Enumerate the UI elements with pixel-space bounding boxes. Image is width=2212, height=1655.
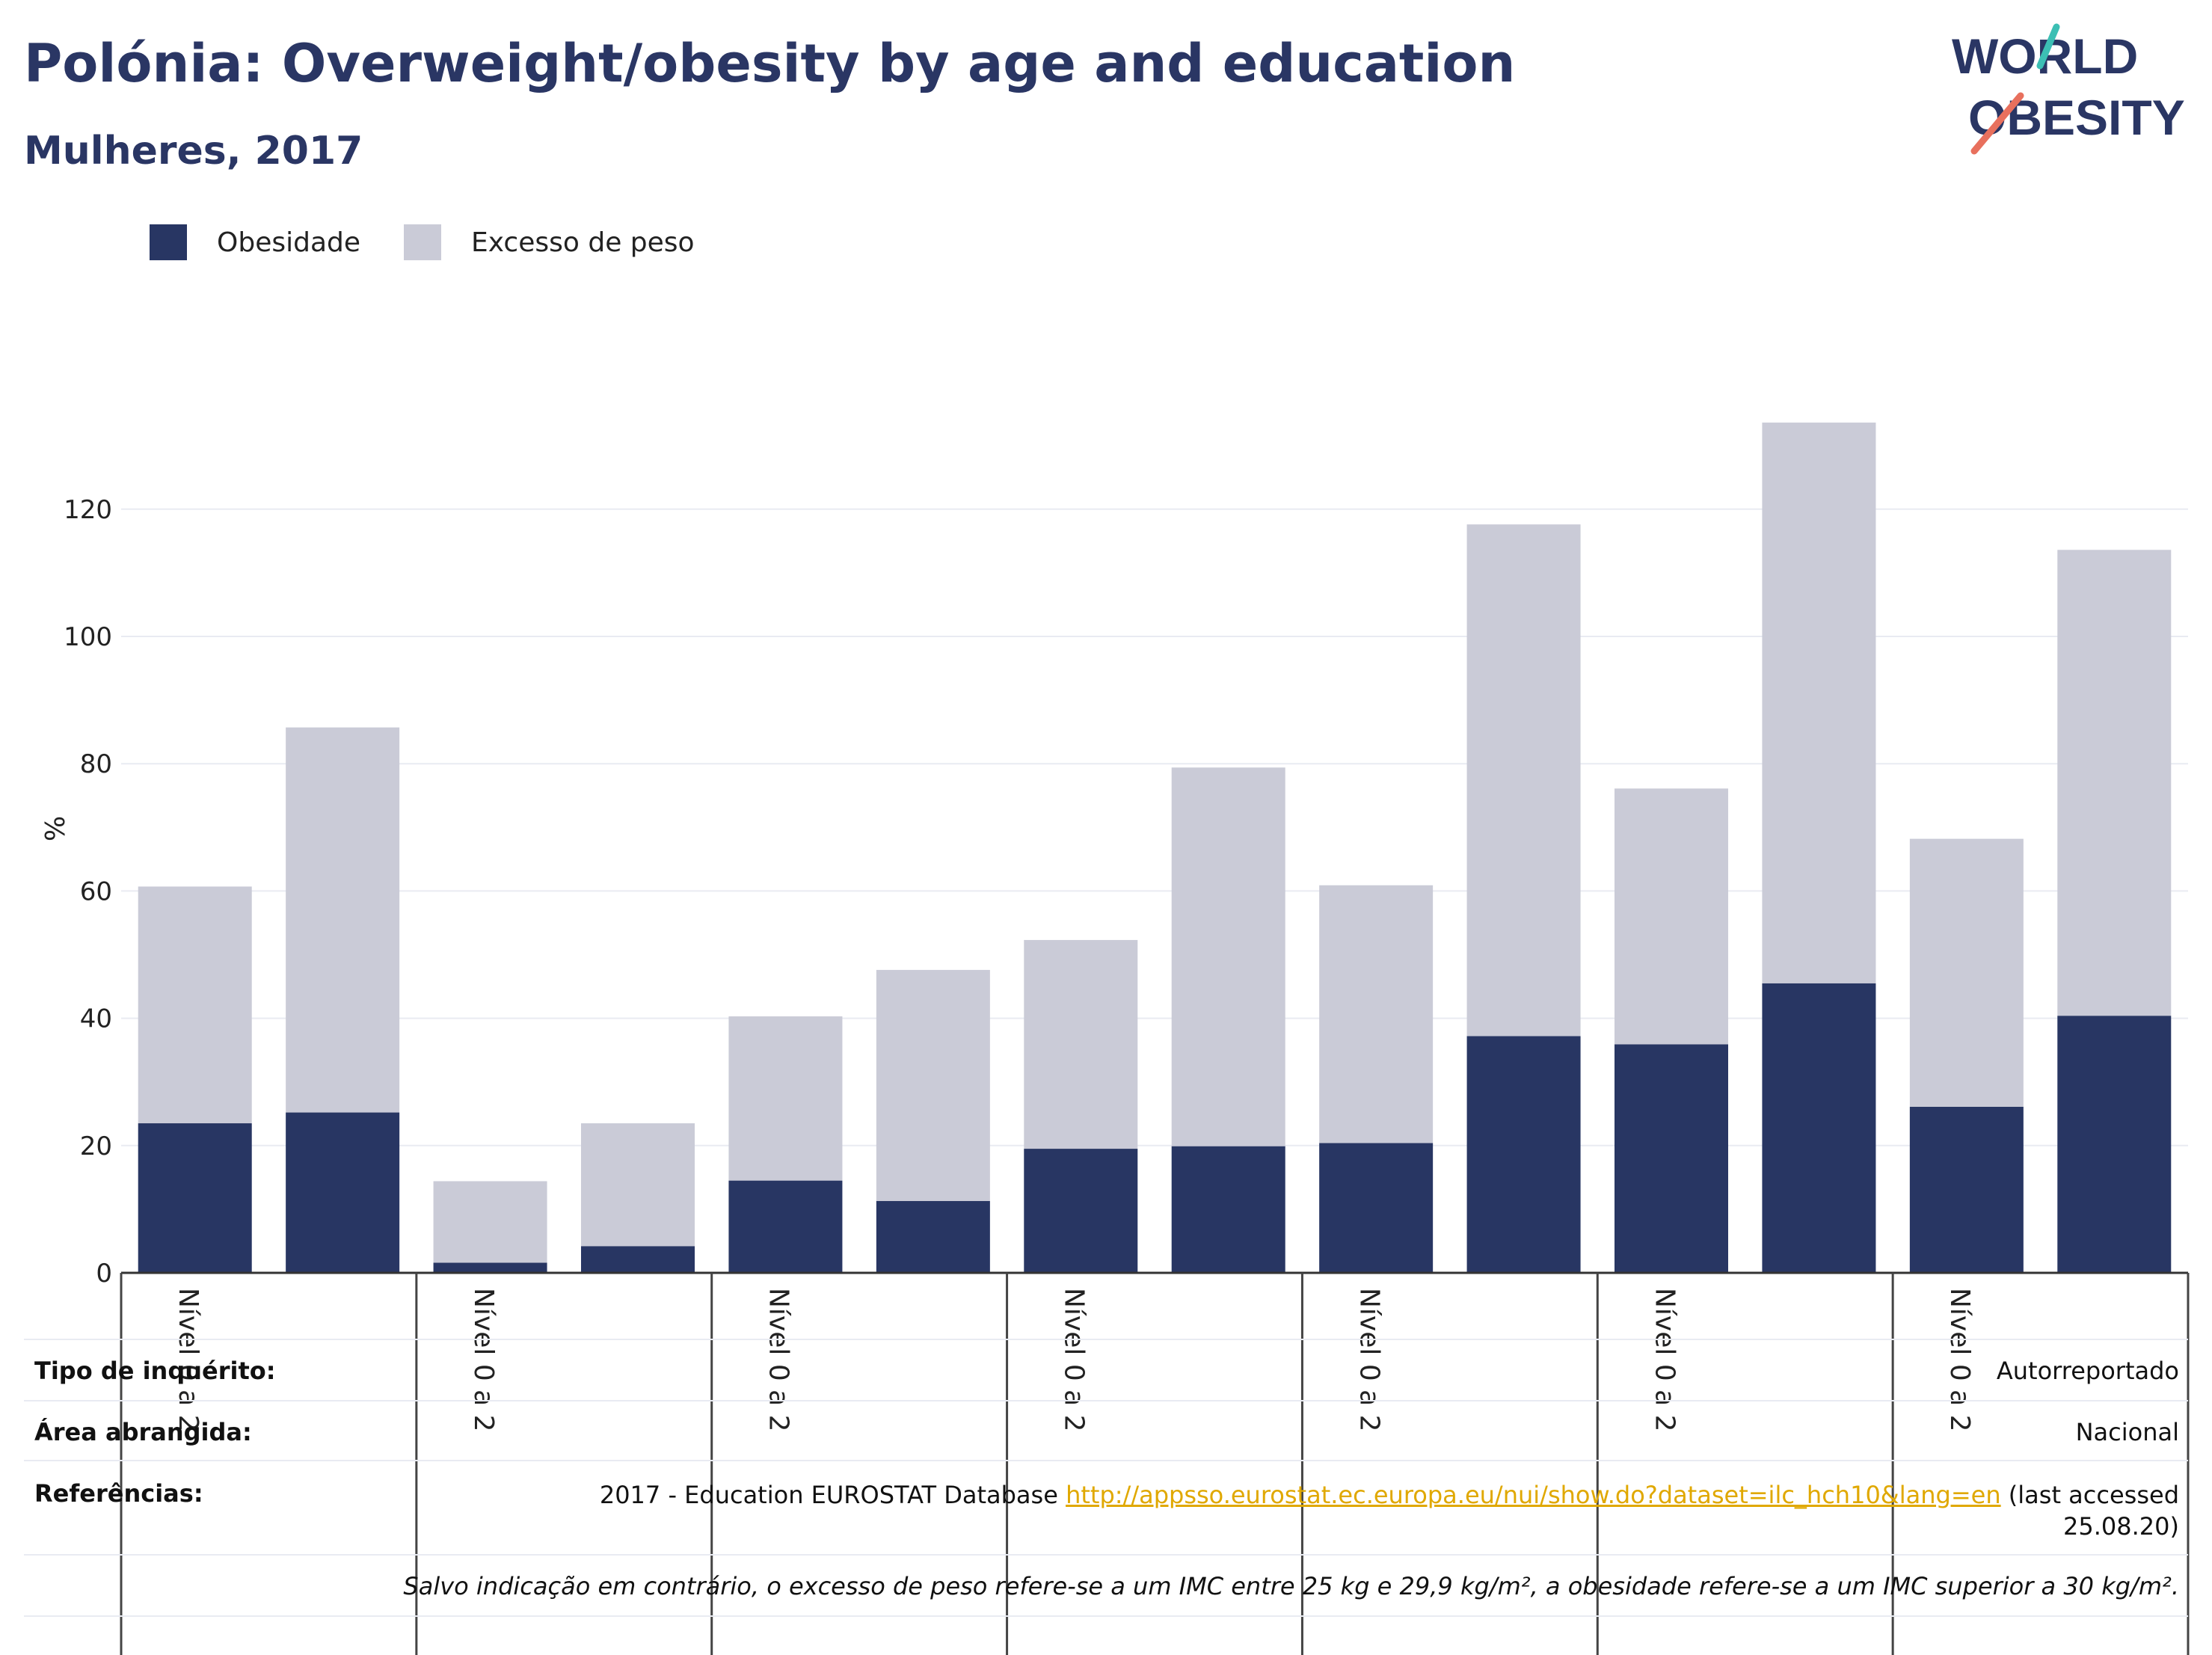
bar-obesity: [1024, 1149, 1138, 1273]
bar-obesity: [2057, 1016, 2172, 1273]
coverage-area-value: Nacional: [2075, 1418, 2179, 1446]
bar-overweight: [1909, 838, 2024, 1107]
x-group-label: Nível 0 a 2: [1059, 1288, 1090, 1432]
y-tick-label: 120: [64, 495, 112, 525]
bar-obesity: [1615, 1044, 1728, 1273]
y-tick-label: 40: [80, 1004, 112, 1034]
legend-swatch-overweight: [404, 224, 442, 260]
bar-overweight: [1171, 767, 1285, 1146]
logo-accent-coral: [1970, 92, 2024, 155]
bar-obesity: [286, 1112, 400, 1273]
survey-type-label: Tipo de inquérito:: [34, 1357, 276, 1385]
bar-overweight: [138, 886, 252, 1124]
coverage-area-label: Área abrangida:: [34, 1418, 252, 1446]
bar-overweight: [286, 727, 400, 1113]
logo-accent-teal: [2036, 23, 2060, 70]
references-accessed: (last accessed 25.08.20): [2008, 1481, 2179, 1541]
bar-overweight: [1466, 524, 1581, 1037]
bar-obesity: [728, 1180, 843, 1273]
chart-title: Polónia: Overweight/obesity by age and e…: [24, 33, 1516, 94]
y-axis-label: %: [38, 816, 69, 841]
bar-obesity: [1171, 1146, 1285, 1273]
legend-label-obesity: Obesidade: [217, 227, 361, 258]
bar-overweight: [2057, 550, 2172, 1016]
x-group-label: Nível 0 a 2: [1649, 1288, 1680, 1432]
bar-overweight: [1615, 788, 1728, 1045]
bar-overweight: [1319, 885, 1434, 1143]
bar-obesity: [1319, 1143, 1434, 1273]
x-group-label: Nível 0 a 2: [1354, 1288, 1384, 1432]
y-tick-label: 100: [64, 622, 112, 652]
bar-obesity: [138, 1123, 252, 1273]
references-label: Referências:: [34, 1479, 203, 1508]
footer-divider: [24, 1460, 2188, 1461]
legend-label-overweight: Excesso de peso: [471, 227, 695, 258]
bar-obesity: [581, 1246, 695, 1273]
y-tick-label: 20: [80, 1132, 112, 1161]
footer-divider: [24, 1615, 2188, 1617]
world-obesity-logo: WORLD OBESITY: [1952, 23, 2185, 155]
x-group-label: Nível 0 a 2: [468, 1288, 499, 1432]
y-tick-label: 0: [96, 1259, 112, 1289]
y-tick-label: 80: [80, 749, 112, 779]
footer-divider: [24, 1554, 2188, 1556]
x-group-label: Nível 0 a 2: [764, 1288, 794, 1432]
bar-overweight: [876, 969, 990, 1201]
legend-item-overweight[interactable]: Excesso de peso: [404, 224, 695, 260]
legend-item-obesity[interactable]: Obesidade: [150, 224, 360, 260]
references-source: 2017 - Education EUROSTAT Database: [599, 1481, 1058, 1509]
chart-legend: Obesidade Excesso de peso: [150, 223, 738, 262]
survey-type-value: Autorreportado: [1996, 1357, 2179, 1385]
references-value: 2017 - Education EUROSTAT Database http:…: [534, 1479, 2179, 1542]
bar-obesity: [1909, 1106, 2024, 1273]
bar-overweight: [433, 1181, 547, 1263]
footer-divider: [24, 1339, 2188, 1340]
references-link[interactable]: http://appsso.eurostat.ec.europa.eu/nui/…: [1066, 1481, 2001, 1509]
legend-swatch-obesity: [150, 224, 187, 260]
bar-overweight: [728, 1016, 843, 1181]
bar-obesity: [1762, 983, 1876, 1273]
chart-subtitle: Mulheres, 2017: [24, 129, 363, 174]
bar-obesity: [433, 1262, 547, 1273]
x-group-label: Nível 0 a 2: [173, 1288, 203, 1432]
bar-overweight: [581, 1123, 695, 1247]
x-group-label: Nível 0 a 2: [1944, 1288, 1975, 1432]
bar-obesity: [876, 1200, 990, 1273]
y-tick-label: 60: [80, 876, 112, 906]
bar-obesity: [1466, 1036, 1581, 1273]
bar-overweight: [1762, 423, 1876, 983]
footer-divider: [24, 1400, 2188, 1401]
bar-overweight: [1024, 939, 1138, 1149]
definition-note: Salvo indicação em contrário, o excesso …: [403, 1572, 2179, 1600]
